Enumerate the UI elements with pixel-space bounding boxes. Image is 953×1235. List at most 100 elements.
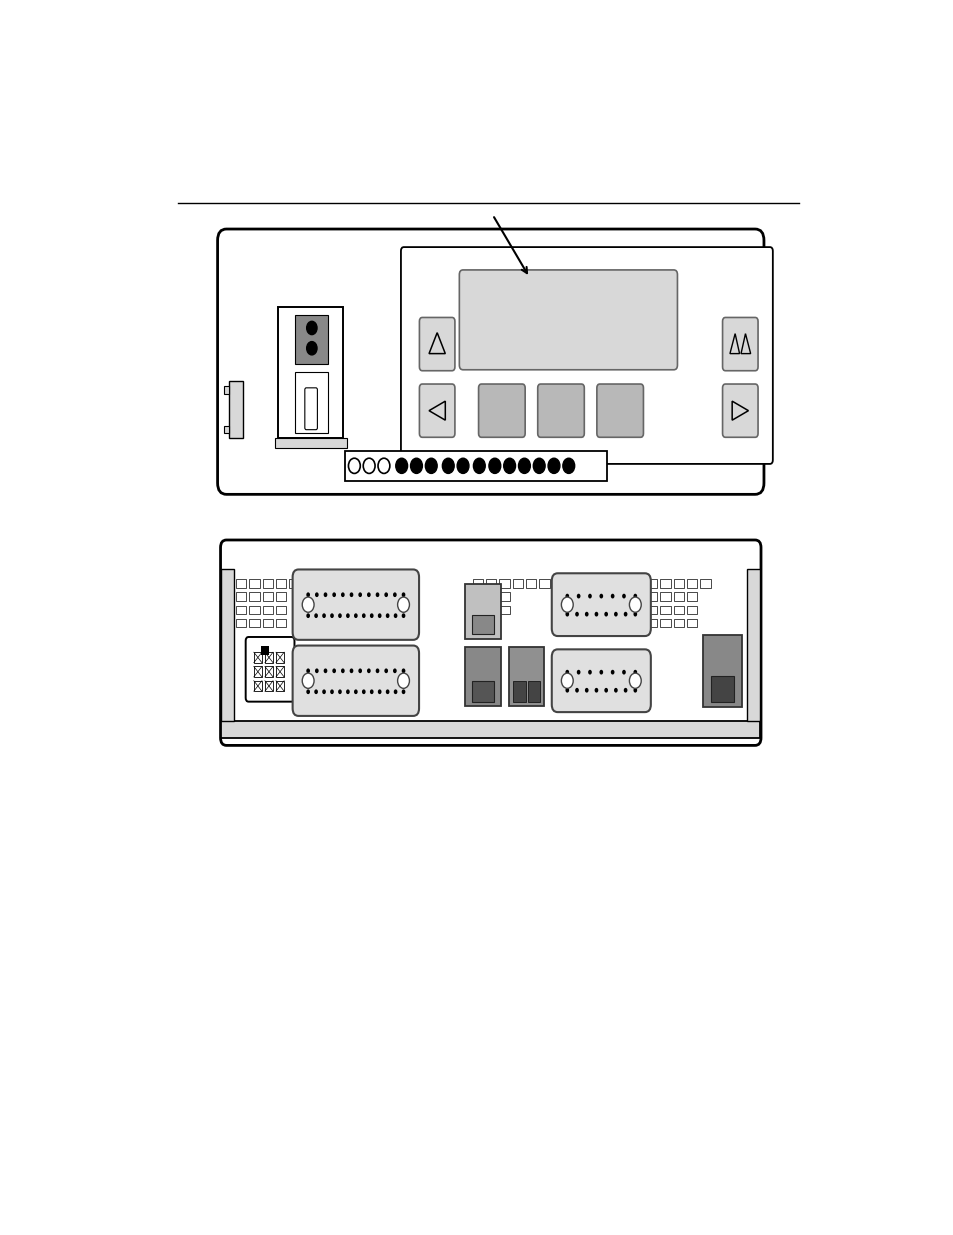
Circle shape <box>397 597 409 613</box>
Circle shape <box>302 597 314 613</box>
Bar <box>224 426 229 433</box>
Circle shape <box>633 611 637 616</box>
Circle shape <box>332 593 335 597</box>
Circle shape <box>346 614 350 618</box>
Bar <box>249 579 259 588</box>
Circle shape <box>598 669 602 674</box>
Bar <box>265 652 273 663</box>
FancyBboxPatch shape <box>551 573 650 636</box>
Circle shape <box>346 689 350 694</box>
Bar <box>229 382 243 438</box>
Bar <box>275 652 284 663</box>
Circle shape <box>350 668 353 673</box>
Circle shape <box>401 593 405 597</box>
Bar <box>253 680 262 692</box>
Bar <box>465 647 500 706</box>
FancyBboxPatch shape <box>721 317 758 370</box>
Bar <box>485 579 496 588</box>
Bar <box>659 579 670 588</box>
Circle shape <box>560 597 573 613</box>
Circle shape <box>394 689 397 694</box>
Circle shape <box>577 669 579 674</box>
Circle shape <box>370 689 374 694</box>
Bar <box>702 635 741 708</box>
Bar <box>275 605 286 614</box>
Circle shape <box>332 668 335 673</box>
Circle shape <box>306 593 310 597</box>
Bar <box>700 579 710 588</box>
Bar <box>274 438 347 448</box>
Circle shape <box>584 688 588 693</box>
Circle shape <box>306 342 316 354</box>
Bar <box>673 605 683 614</box>
Circle shape <box>358 593 361 597</box>
Circle shape <box>397 673 409 688</box>
Bar <box>249 605 259 614</box>
Bar <box>220 568 233 721</box>
Circle shape <box>401 614 405 618</box>
Bar <box>686 593 697 601</box>
Circle shape <box>314 668 318 673</box>
Circle shape <box>377 689 381 694</box>
Bar <box>485 605 496 614</box>
Bar <box>344 451 606 482</box>
Bar <box>646 579 657 588</box>
Bar <box>673 619 683 627</box>
Circle shape <box>442 458 454 473</box>
Circle shape <box>323 593 327 597</box>
Circle shape <box>594 688 598 693</box>
Bar <box>253 652 262 663</box>
Bar <box>265 680 273 692</box>
Circle shape <box>385 614 389 618</box>
Circle shape <box>375 593 379 597</box>
Circle shape <box>603 611 607 616</box>
Bar <box>235 579 246 588</box>
Circle shape <box>560 673 573 688</box>
Bar <box>552 579 562 588</box>
Bar <box>565 579 576 588</box>
FancyBboxPatch shape <box>459 270 677 369</box>
Circle shape <box>340 668 344 673</box>
Circle shape <box>375 668 379 673</box>
Circle shape <box>306 614 310 618</box>
Bar <box>275 680 284 692</box>
Circle shape <box>488 458 500 473</box>
Bar <box>508 647 544 706</box>
Bar <box>262 579 273 588</box>
Circle shape <box>456 458 469 473</box>
Circle shape <box>503 458 515 473</box>
Circle shape <box>614 688 618 693</box>
Bar <box>746 568 760 721</box>
Bar <box>646 605 657 614</box>
Circle shape <box>358 668 361 673</box>
Bar <box>278 308 343 438</box>
Circle shape <box>629 597 640 613</box>
Bar <box>262 619 273 627</box>
Bar <box>646 593 657 601</box>
Circle shape <box>575 611 578 616</box>
Circle shape <box>367 668 371 673</box>
Bar <box>249 619 259 627</box>
Circle shape <box>354 689 357 694</box>
Bar <box>294 315 328 364</box>
Circle shape <box>348 458 360 473</box>
Bar <box>646 619 657 627</box>
Circle shape <box>410 458 422 473</box>
Bar <box>235 605 246 614</box>
Circle shape <box>610 594 614 599</box>
Circle shape <box>302 673 314 688</box>
Bar <box>275 619 286 627</box>
Bar <box>472 593 482 601</box>
Bar <box>659 619 670 627</box>
Circle shape <box>598 594 602 599</box>
Circle shape <box>614 611 618 616</box>
Bar <box>498 605 509 614</box>
Circle shape <box>323 668 327 673</box>
FancyBboxPatch shape <box>478 384 524 437</box>
Circle shape <box>306 321 316 335</box>
Bar <box>472 605 482 614</box>
Circle shape <box>623 611 627 616</box>
Bar <box>686 605 697 614</box>
Circle shape <box>587 594 591 599</box>
FancyBboxPatch shape <box>551 650 650 713</box>
